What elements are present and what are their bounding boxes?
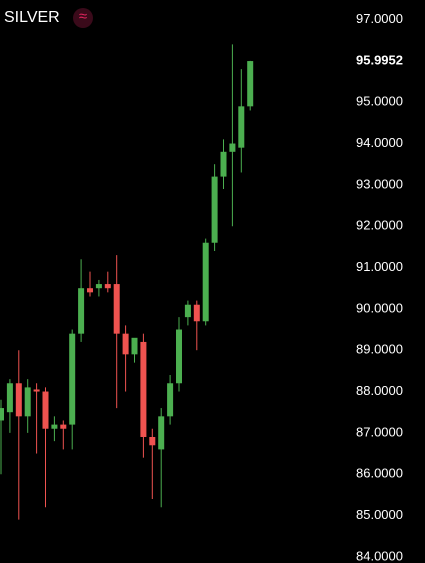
candle-body [238, 106, 245, 148]
candle-body [149, 437, 156, 446]
y-tick-label: 87.0000 [356, 424, 403, 439]
candle-body [69, 333, 76, 425]
y-tick-label: 95.0000 [356, 94, 403, 109]
candle-body [131, 337, 138, 355]
y-tick-label: 91.0000 [356, 259, 403, 274]
candle-body [193, 304, 200, 322]
candle-body [167, 383, 174, 417]
candle-body [104, 284, 111, 289]
y-tick-label: 92.0000 [356, 218, 403, 233]
candle-body [140, 341, 147, 437]
candle-body [51, 424, 58, 429]
symbol-title: SILVER [4, 9, 60, 26]
candle-body [184, 304, 191, 318]
last-price-label: 95.9952 [356, 53, 403, 68]
y-tick-label: 84.0000 [356, 548, 403, 563]
icon: ≈ [79, 8, 87, 25]
y-tick-label: 88.0000 [356, 383, 403, 398]
candle-body [202, 242, 209, 322]
icon-bg [73, 8, 93, 28]
candle-body [6, 383, 13, 413]
candle-body [211, 176, 218, 243]
candle-body [122, 333, 129, 355]
candle-body [15, 383, 22, 417]
candle-body [113, 284, 120, 334]
candle-body [220, 151, 227, 177]
candle-body [158, 416, 165, 450]
y-tick-label: 94.0000 [356, 135, 403, 150]
candle-body [78, 288, 85, 334]
candle-body [24, 387, 31, 417]
y-tick-label: 90.0000 [356, 300, 403, 315]
y-tick-label: 86.0000 [356, 466, 403, 481]
candle-body [60, 424, 67, 429]
candle-body [176, 329, 182, 384]
candle-body [95, 284, 102, 289]
candle-body [247, 61, 254, 107]
y-tick-label: 85.0000 [356, 507, 403, 522]
candle-body [42, 391, 49, 429]
y-tick-label: 97.0000 [356, 11, 403, 26]
candle-body [0, 408, 4, 421]
candle-body [87, 288, 93, 293]
y-tick-label: 93.0000 [356, 176, 403, 191]
candle-body [229, 143, 236, 152]
candle-body [33, 389, 40, 392]
y-tick-label: 89.0000 [356, 342, 403, 357]
